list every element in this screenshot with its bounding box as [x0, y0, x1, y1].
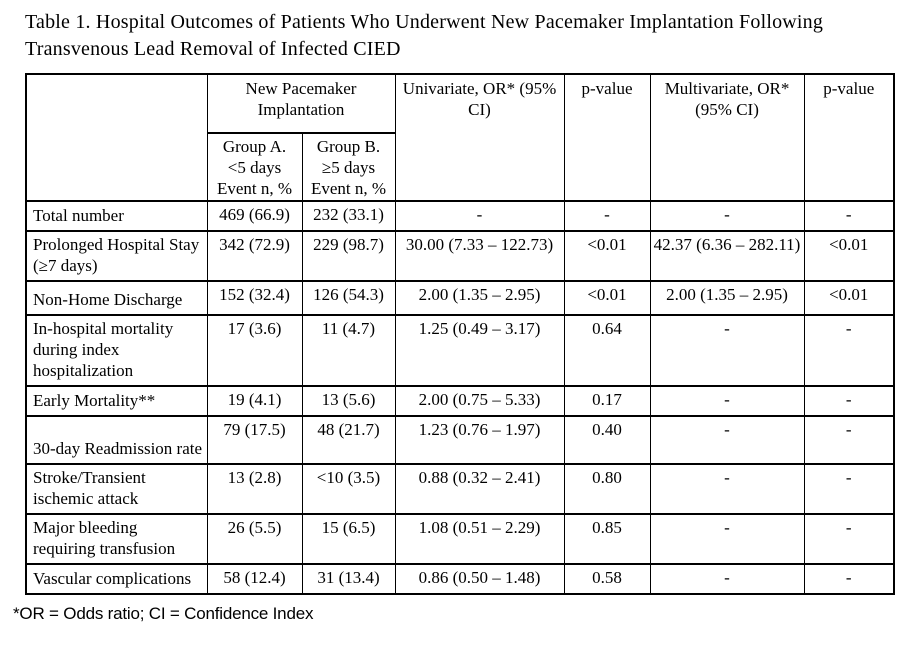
cell-group-a: 58 (12.4): [206, 563, 303, 595]
cell-p-value-univariate: 0.64: [563, 314, 651, 387]
cell-group-b: 31 (13.4): [301, 563, 396, 595]
footnote-or-ci: *OR = Odds ratio; CI = Confidence Index: [13, 604, 314, 623]
table-row: Total number 469 (66.9) 232 (33.1) - - -…: [25, 200, 895, 232]
header-p-value-multivariate: p-value: [803, 73, 895, 202]
cell-multivariate: 2.00 (1.35 – 2.95): [649, 280, 805, 316]
cell-multivariate: -: [649, 513, 805, 565]
corner-cell: [25, 73, 208, 202]
cell-group-b: <10 (3.5): [301, 463, 396, 515]
cell-univariate: 2.00 (1.35 – 2.95): [394, 280, 565, 316]
cell-p-value-univariate: 0.80: [563, 463, 651, 515]
cell-multivariate: -: [649, 200, 805, 232]
header-new-pacemaker-implantation: New Pacemaker Implantation: [206, 73, 396, 134]
cell-multivariate: -: [649, 385, 805, 417]
cell-multivariate: -: [649, 415, 805, 465]
row-label: 30-day Readmission rate: [25, 415, 208, 465]
cell-group-a: 469 (66.9): [206, 200, 303, 232]
cell-group-b: 48 (21.7): [301, 415, 396, 465]
header-row-1: New Pacemaker Implantation Univariate, O…: [25, 73, 895, 202]
cell-p-value-univariate: 0.17: [563, 385, 651, 417]
cell-group-b: 229 (98.7): [301, 230, 396, 282]
cell-univariate: 2.00 (0.75 – 5.33): [394, 385, 565, 417]
cell-p-value-multivariate: -: [803, 415, 895, 465]
cell-univariate: 1.25 (0.49 – 3.17): [394, 314, 565, 387]
cell-group-a: 26 (5.5): [206, 513, 303, 565]
row-label: Stroke/Transient ischemic attack: [25, 463, 208, 515]
cell-multivariate: -: [649, 314, 805, 387]
cell-p-value-multivariate: <0.01: [803, 230, 895, 282]
cell-univariate: 1.08 (0.51 – 2.29): [394, 513, 565, 565]
cell-group-b: 15 (6.5): [301, 513, 396, 565]
row-label: Prolonged Hospital Stay (≥7 days): [25, 230, 208, 282]
cell-p-value-multivariate: <0.01: [803, 280, 895, 316]
cell-group-b: 126 (54.3): [301, 280, 396, 316]
table-row: 30-day Readmission rate 79 (17.5) 48 (21…: [25, 415, 895, 465]
cell-group-b: 11 (4.7): [301, 314, 396, 387]
row-label: In-hospital mortality during index hospi…: [25, 314, 208, 387]
table-row: Major bleeding requiring transfusion 26 …: [25, 513, 895, 565]
cell-p-value-multivariate: -: [803, 385, 895, 417]
table-caption: Table 1. Hospital Outcomes of Patients W…: [25, 11, 824, 60]
cell-group-a: 17 (3.6): [206, 314, 303, 387]
outcomes-table: New Pacemaker Implantation Univariate, O…: [25, 73, 896, 595]
header-group-b: Group B. ≥5 days Event n, %: [301, 132, 396, 202]
cell-univariate: 30.00 (7.33 – 122.73): [394, 230, 565, 282]
cell-univariate: 0.88 (0.32 – 2.41): [394, 463, 565, 515]
table-row: Prolonged Hospital Stay (≥7 days) 342 (7…: [25, 230, 895, 282]
cell-multivariate: -: [649, 563, 805, 595]
cell-group-b: 13 (5.6): [301, 385, 396, 417]
cell-p-value-univariate: 0.58: [563, 563, 651, 595]
cell-p-value-univariate: 0.40: [563, 415, 651, 465]
table-row: Non-Home Discharge 152 (32.4) 126 (54.3)…: [25, 280, 895, 316]
table-row: Vascular complications 58 (12.4) 31 (13.…: [25, 563, 895, 595]
row-label: Total number: [25, 200, 208, 232]
cell-p-value-multivariate: -: [803, 463, 895, 515]
header-p-value-univariate: p-value: [563, 73, 651, 202]
header-row-2: Group A. <5 days Event n, % Group B. ≥5 …: [26, 132, 894, 202]
table-row: Early Mortality** 19 (4.1) 13 (5.6) 2.00…: [25, 385, 895, 417]
cell-p-value-univariate: -: [563, 200, 651, 232]
cell-p-value-multivariate: -: [803, 513, 895, 565]
cell-group-a: 19 (4.1): [206, 385, 303, 417]
cell-group-a: 79 (17.5): [206, 415, 303, 465]
cell-univariate: 1.23 (0.76 – 1.97): [394, 415, 565, 465]
cell-univariate: 0.86 (0.50 – 1.48): [394, 563, 565, 595]
cell-p-value-multivariate: -: [803, 563, 895, 595]
cell-multivariate: 42.37 (6.36 – 282.11): [649, 230, 805, 282]
cell-group-a: 13 (2.8): [206, 463, 303, 515]
cell-univariate: -: [394, 200, 565, 232]
cell-group-a: 342 (72.9): [206, 230, 303, 282]
row-label: Non-Home Discharge: [25, 280, 208, 316]
header-multivariate-or: Multivariate, OR* (95% CI): [649, 73, 805, 202]
cell-p-value-multivariate: -: [803, 200, 895, 232]
header-group-a: Group A. <5 days Event n, %: [206, 132, 303, 202]
cell-group-a: 152 (32.4): [206, 280, 303, 316]
table-row: Stroke/Transient ischemic attack 13 (2.8…: [25, 463, 895, 515]
row-label: Vascular complications: [25, 563, 208, 595]
row-label: Early Mortality**: [25, 385, 208, 417]
cell-multivariate: -: [649, 463, 805, 515]
cell-p-value-multivariate: -: [803, 314, 895, 387]
row-label: Major bleeding requiring transfusion: [25, 513, 208, 565]
cell-p-value-univariate: <0.01: [563, 230, 651, 282]
table-row: In-hospital mortality during index hospi…: [25, 314, 895, 387]
cell-p-value-univariate: 0.85: [563, 513, 651, 565]
header-univariate-or: Univariate, OR* (95% CI): [394, 73, 565, 202]
cell-p-value-univariate: <0.01: [563, 280, 651, 316]
cell-group-b: 232 (33.1): [301, 200, 396, 232]
